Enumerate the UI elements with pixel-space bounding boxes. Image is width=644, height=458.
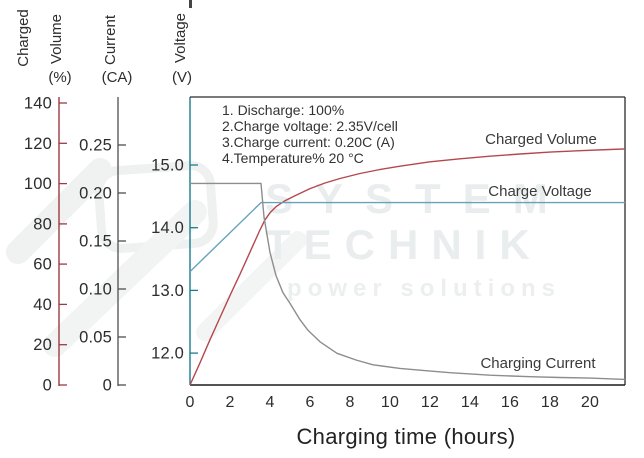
watermark-chevron-2 bbox=[43, 200, 207, 357]
voltage-title: Voltage bbox=[172, 13, 189, 63]
voltage-tick-label: 12.0 bbox=[151, 345, 184, 363]
charged_volume-tick-label: 140 bbox=[24, 95, 52, 113]
current-title: Current bbox=[102, 14, 119, 65]
annotation-block: 1. Discharge: 100% 2.Charge voltage: 2.3… bbox=[222, 102, 398, 166]
x-tick-label: 18 bbox=[541, 394, 559, 411]
watermark-line1: SYSTEM bbox=[265, 175, 570, 222]
current-unit: (CA) bbox=[102, 69, 133, 86]
annotation-line-4: 4.Temperature% 20 °C bbox=[222, 150, 364, 166]
current-tick-label: 0.05 bbox=[79, 329, 112, 347]
current-tick-label: 0.15 bbox=[79, 233, 112, 251]
current-tick-label: 0.20 bbox=[79, 185, 112, 203]
voltage-tick-label: 14.0 bbox=[151, 219, 184, 237]
y-axis-titles: Charged Volume (%) Current (CA) Voltage … bbox=[15, 9, 192, 86]
watermark-text: SYSTEM TECHNIK power solutions bbox=[265, 175, 570, 302]
voltage-tick-label: 13.0 bbox=[151, 282, 184, 300]
charged_volume-tick-label: 40 bbox=[33, 296, 52, 314]
cropped-text-artifact bbox=[189, 0, 192, 8]
axis-ticks: 02040608010012014000.050.100.150.200.251… bbox=[24, 95, 599, 412]
x-tick-label: 2 bbox=[225, 394, 234, 411]
series-charge-voltage bbox=[189, 201, 625, 273]
charged-volume-unit: (%) bbox=[48, 69, 71, 86]
annotation-line-1: 1. Discharge: 100% bbox=[222, 102, 344, 118]
x-tick-label: 14 bbox=[461, 394, 479, 411]
charged-volume-title-word2: Volume bbox=[48, 14, 65, 64]
series bbox=[189, 148, 626, 386]
x-axis-title: Charging time (hours) bbox=[296, 424, 515, 449]
x-tick-label: 16 bbox=[501, 394, 519, 411]
plot-border bbox=[190, 96, 626, 386]
charged_volume-tick-label: 0 bbox=[43, 377, 52, 395]
charged_volume-tick-label: 120 bbox=[24, 135, 52, 153]
x-tick-label: 6 bbox=[305, 394, 314, 411]
charged_volume-tick-label: 60 bbox=[33, 256, 52, 274]
series-charging-current bbox=[190, 182, 626, 381]
current-tick-label: 0.25 bbox=[79, 137, 112, 155]
charged_volume-tick-label: 100 bbox=[24, 175, 52, 193]
charged_volume-tick-label: 80 bbox=[33, 215, 52, 233]
charged_volume-tick-label: 20 bbox=[33, 336, 52, 354]
watermark-line2: TECHNIK bbox=[265, 221, 543, 268]
curve-labels: Charged Volume Charge Voltage Charging C… bbox=[480, 131, 596, 372]
watermark-line3: power solutions bbox=[287, 275, 561, 302]
charge-voltage-curve-label: Charge Voltage bbox=[488, 183, 591, 200]
watermark-logo bbox=[6, 158, 307, 357]
voltage-unit: (V) bbox=[172, 69, 192, 86]
charging-current-curve-label: Charging Current bbox=[480, 355, 596, 372]
charged-volume-curve-label: Charged Volume bbox=[485, 131, 597, 148]
voltage-tick-label: 15.0 bbox=[151, 157, 184, 175]
x-tick-label: 4 bbox=[265, 394, 274, 411]
series-charged-volume bbox=[189, 148, 626, 386]
x-tick-label: 0 bbox=[185, 394, 194, 411]
x-tick-label: 10 bbox=[381, 394, 399, 411]
current-tick-label: 0 bbox=[103, 377, 112, 395]
annotation-line-3: 3.Charge current: 0.20C (A) bbox=[222, 134, 395, 150]
x-tick-label: 12 bbox=[421, 394, 439, 411]
x-tick-label: 20 bbox=[581, 394, 599, 411]
charged-volume-title-word1: Charged bbox=[15, 9, 32, 67]
annotation-line-2: 2.Charge voltage: 2.35V/cell bbox=[222, 118, 398, 134]
current-tick-label: 0.10 bbox=[79, 281, 112, 299]
x-tick-label: 8 bbox=[345, 394, 354, 411]
